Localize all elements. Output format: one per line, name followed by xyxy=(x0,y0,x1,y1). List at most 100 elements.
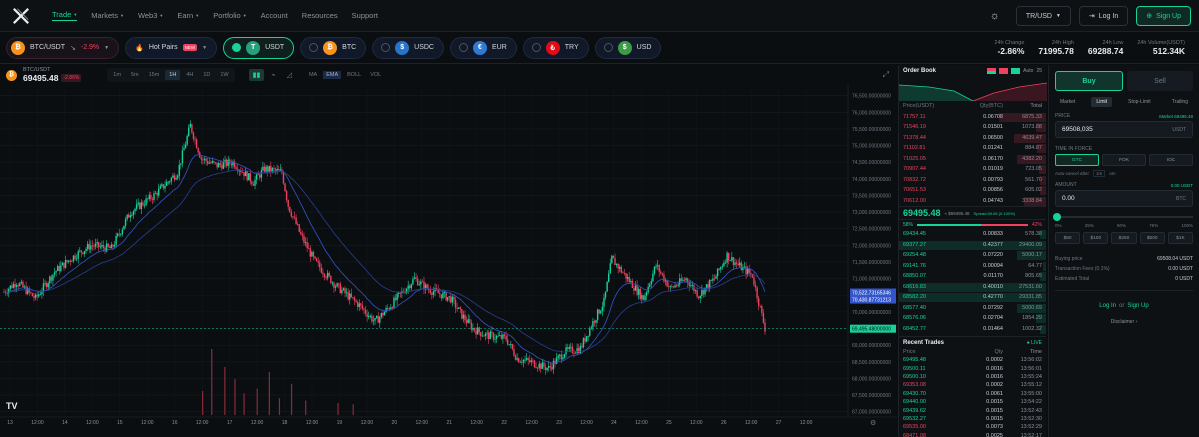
price-input[interactable]: 69508,035 USDT xyxy=(1055,121,1193,138)
bids-row[interactable]: 68850.07 0.01170 805.65 xyxy=(899,271,1046,282)
asks-row[interactable]: 71546.19 0.01501 1073.88 xyxy=(899,122,1046,133)
candle-body xyxy=(688,282,690,287)
candle-body xyxy=(491,331,493,334)
quick-amount-4[interactable]: $1K xyxy=(1167,232,1194,244)
indicator-vol[interactable]: VOL xyxy=(370,72,382,78)
order-type-limit[interactable]: Limit xyxy=(1091,97,1112,107)
auto-cancel-om[interactable]: om xyxy=(1109,171,1116,176)
asks-row[interactable]: 70612.00 0.04743 3338.84 xyxy=(899,196,1046,207)
timeframe-1d[interactable]: 1D xyxy=(203,72,211,78)
asks-row[interactable]: 71025.05 0.06170 4382.20 xyxy=(899,154,1046,165)
ema-price-label: 70,522.73165346 xyxy=(852,291,891,297)
exchange-logo[interactable] xyxy=(12,7,30,25)
timeframe-15m[interactable]: 15m xyxy=(148,72,160,78)
tif-gtc[interactable]: GTC xyxy=(1055,154,1099,166)
quick-amount-1[interactable]: $100 xyxy=(1083,232,1109,244)
asset-filter-usdt[interactable]: T USDT xyxy=(223,36,295,59)
market-price-link[interactable]: Market 69495.48 xyxy=(1159,113,1193,119)
quick-amount-0[interactable]: $50 xyxy=(1055,232,1081,244)
trade-signup-link[interactable]: Sign Up xyxy=(1127,303,1149,309)
bids-row[interactable]: 69141.76 0.00094 64.77 xyxy=(899,261,1046,272)
timeframe-1m[interactable]: 1m xyxy=(113,72,121,78)
buy-tab[interactable]: Buy xyxy=(1055,71,1123,91)
candlestick-chart[interactable]: 76,500.00000000 76,000.00000000 75,500.000… xyxy=(0,85,897,437)
candlestick-icon[interactable]: ▮▮ xyxy=(248,69,265,81)
summary-row: Transaction Fees (0.1%) 0.00 USDT xyxy=(1055,264,1193,274)
asset-filter-btc[interactable]: ₿ BTC xyxy=(300,36,367,59)
trade-login-link[interactable]: Log In xyxy=(1099,303,1116,309)
amount-slider[interactable] xyxy=(1053,213,1193,221)
indicator-ema[interactable]: EMA xyxy=(323,71,342,79)
signup-button[interactable]: ⊕ Sign Up xyxy=(1136,6,1191,26)
asks-row[interactable]: 71378.44 0.06500 4639.47 xyxy=(899,133,1046,144)
nav-web3[interactable]: Web3 ▼ xyxy=(138,11,163,20)
sell-tab[interactable]: Sell xyxy=(1127,71,1193,91)
book-mode-asks-icon[interactable] xyxy=(999,68,1009,74)
pair-selector[interactable]: ₿ BTC/USDT ↘ -2.9% ▼ xyxy=(6,36,120,59)
bids-row[interactable]: 68576.06 0.02704 1854.29 xyxy=(899,313,1046,324)
timeframe-4h[interactable]: 4H xyxy=(186,72,194,78)
bids-row[interactable]: 69254.48 0.07220 5000.17 xyxy=(899,250,1046,261)
asset-filter-usd[interactable]: $ USD xyxy=(594,36,662,59)
asks-row[interactable]: 71102.81 0.01241 884.87 xyxy=(899,143,1046,154)
percent-0[interactable]: 0% xyxy=(1055,223,1062,228)
theme-toggle-icon[interactable]: ☼ xyxy=(989,10,1000,22)
tif-fok[interactable]: FOK xyxy=(1102,154,1146,166)
bids-row[interactable]: 68582.20 0.42770 29331.85 xyxy=(899,292,1046,303)
bids-row[interactable]: 68616.83 0.40010 27531.60 xyxy=(899,282,1046,293)
asks-row[interactable]: 71757.11 0.06708 6875.33 xyxy=(899,112,1046,123)
indicator-ma[interactable]: MA xyxy=(308,72,318,78)
asset-filter-try[interactable]: ₺ TRY xyxy=(522,36,589,59)
percent-2[interactable]: 50% xyxy=(1116,223,1126,228)
bids-row[interactable]: 68452.77 0.01464 1002.32 xyxy=(899,324,1046,335)
expand-icon[interactable]: ⤢ xyxy=(882,70,889,79)
order-type-trailing[interactable]: Trailing xyxy=(1171,99,1188,105)
y-tick-label: 76,000.00000000 xyxy=(852,110,891,116)
auto-cancel-1m[interactable]: 1m xyxy=(1093,170,1106,177)
login-button[interactable]: ⇥ Log In xyxy=(1078,6,1129,26)
nav-resources[interactable]: Resources xyxy=(302,11,338,20)
asset-filter-usdc[interactable]: $ USDC xyxy=(372,36,444,59)
candle-body xyxy=(495,335,498,339)
asks-row[interactable]: 70832.72 0.00793 561.70 xyxy=(899,175,1046,186)
nav-support[interactable]: Support xyxy=(352,11,378,20)
order-type-stop-limit[interactable]: Stop-Limit xyxy=(1128,99,1151,105)
quick-amount-3[interactable]: $500 xyxy=(1139,232,1165,244)
tif-ioc[interactable]: IOC xyxy=(1149,154,1193,166)
timeframe-1h[interactable]: 1H xyxy=(165,70,181,80)
candle-body xyxy=(727,252,730,261)
book-mode-both-icon[interactable] xyxy=(987,68,997,74)
candle-body xyxy=(631,280,634,288)
trade-row: 69353.08 0.0002 13:55:12 xyxy=(899,381,1046,389)
currency-selector[interactable]: TR/USD ▼ xyxy=(1015,6,1071,26)
percent-1[interactable]: 25% xyxy=(1084,223,1094,228)
percent-3[interactable]: 75% xyxy=(1149,223,1159,228)
nav-trade[interactable]: Trade ▼ xyxy=(52,10,78,21)
bids-row[interactable]: 69377.27 0.42377 29400.09 xyxy=(899,240,1046,251)
book-mode-bids-icon[interactable] xyxy=(1011,68,1021,74)
bids-row[interactable]: 68577.40 0.07292 5000.69 xyxy=(899,303,1046,314)
nav-markets[interactable]: Markets ▼ xyxy=(91,11,124,20)
bids-row[interactable]: 69434.45 0.00833 578.38 xyxy=(899,229,1046,240)
hot-pairs-button[interactable]: 🔥 Hot Pairs NEW ▼ xyxy=(125,36,218,59)
indicator-boll[interactable]: BOLL xyxy=(347,72,362,78)
order-type-market[interactable]: Market xyxy=(1060,99,1076,105)
quick-amount-2[interactable]: $250 xyxy=(1111,232,1137,244)
nav-account[interactable]: Account xyxy=(261,11,288,20)
timeframe-1w[interactable]: 1W xyxy=(220,72,229,78)
candle-body xyxy=(437,289,439,294)
timeframe-5m[interactable]: 5m xyxy=(130,72,139,78)
disclaimer-link[interactable]: Disclaimer › xyxy=(1110,319,1138,325)
asks-row[interactable]: 70651.53 0.00856 605.02 xyxy=(899,185,1046,196)
asks-row[interactable]: 70907.44 0.01019 723.05 xyxy=(899,164,1046,175)
line-chart-icon[interactable]: ⌁ xyxy=(271,72,276,79)
asset-filter-eur[interactable]: € EUR xyxy=(450,36,517,59)
nav-portfolio[interactable]: Portfolio ▼ xyxy=(213,11,246,20)
percent-4[interactable]: 100% xyxy=(1181,223,1193,228)
precision-select[interactable]: Auto xyxy=(1023,68,1034,74)
nav-earn[interactable]: Earn ▼ xyxy=(177,11,199,20)
amount-input[interactable]: 0.00 BTC xyxy=(1055,190,1193,207)
slider-handle[interactable] xyxy=(1053,213,1061,221)
area-chart-icon[interactable]: ◿ xyxy=(286,72,292,79)
depth-select[interactable]: 25 xyxy=(1036,68,1042,74)
